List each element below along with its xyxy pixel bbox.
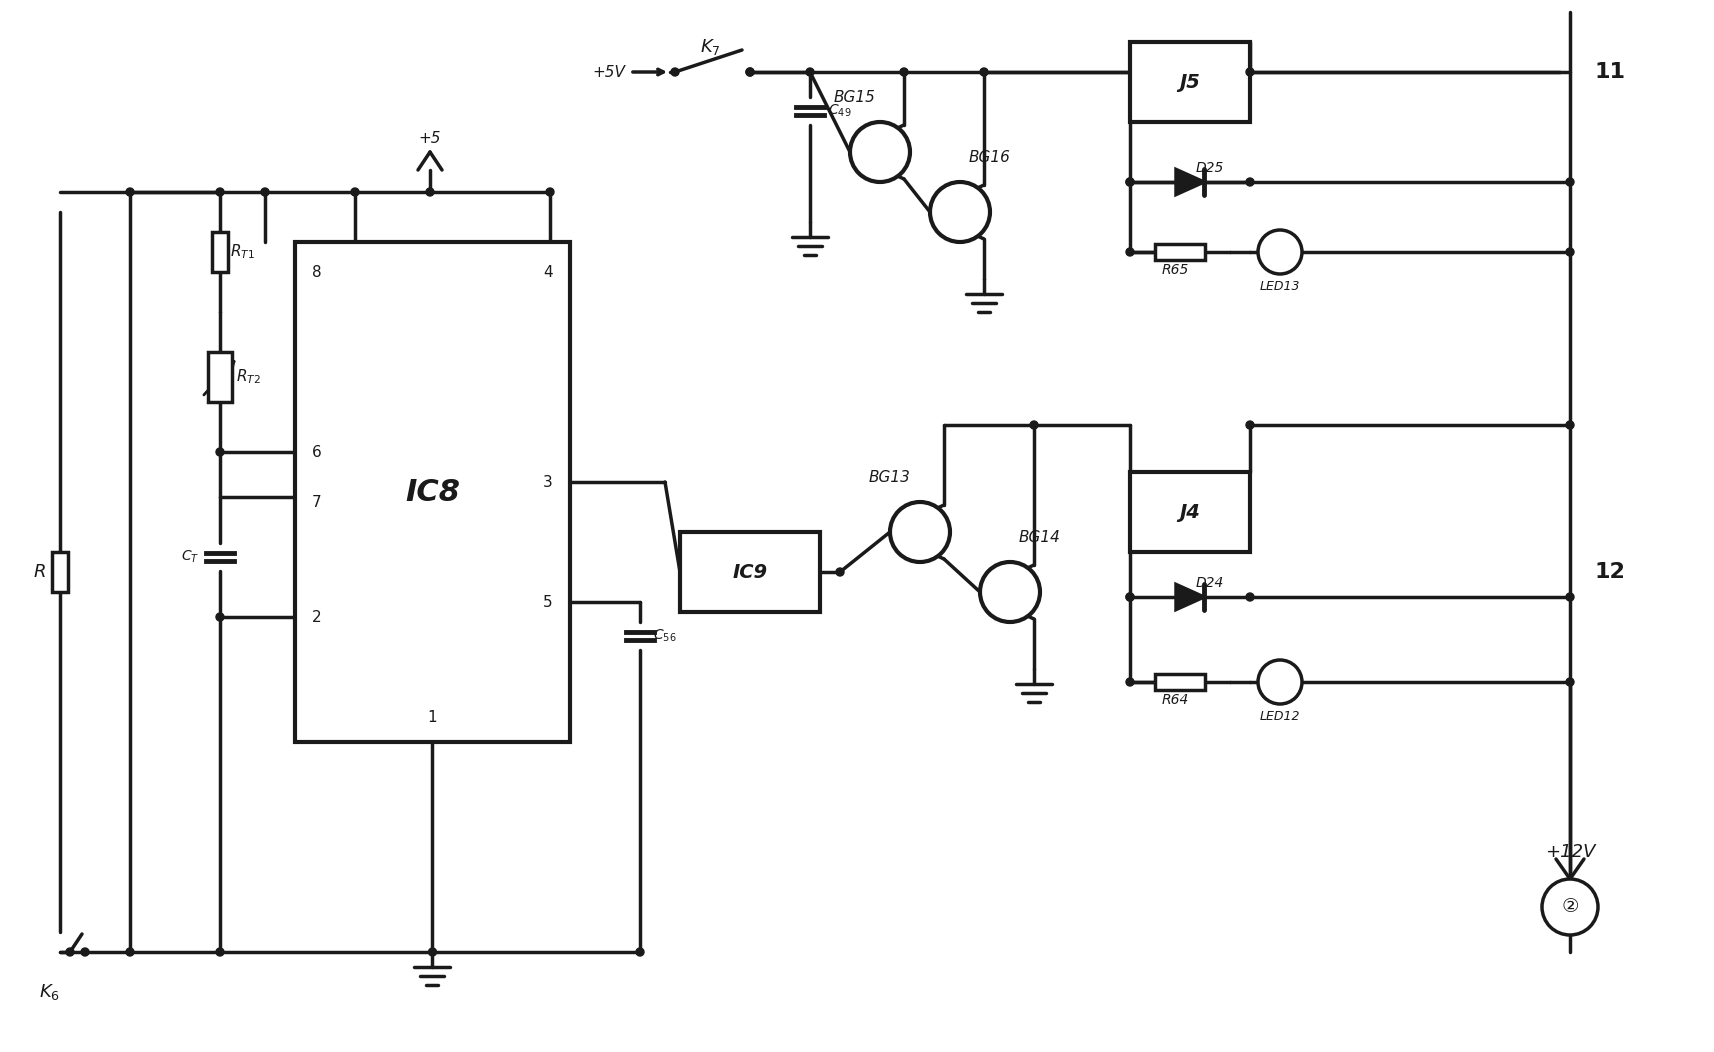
Circle shape: [428, 948, 437, 956]
Circle shape: [900, 68, 907, 76]
Text: 3: 3: [543, 474, 552, 489]
Text: 12: 12: [1594, 562, 1625, 582]
Circle shape: [125, 188, 134, 196]
Circle shape: [1126, 593, 1133, 601]
Circle shape: [81, 948, 89, 956]
Text: LED12: LED12: [1260, 709, 1299, 723]
Text: BG16: BG16: [968, 149, 1010, 164]
Circle shape: [1246, 178, 1253, 186]
Circle shape: [929, 182, 989, 242]
Circle shape: [216, 948, 225, 956]
Circle shape: [125, 948, 134, 956]
Circle shape: [835, 568, 843, 576]
Text: BG15: BG15: [833, 89, 876, 104]
Circle shape: [1246, 421, 1253, 429]
Text: 5: 5: [543, 594, 552, 609]
Polygon shape: [1176, 585, 1203, 609]
Text: R64: R64: [1160, 693, 1188, 707]
Circle shape: [216, 188, 225, 196]
Text: 8: 8: [312, 264, 322, 280]
Circle shape: [1565, 178, 1573, 186]
Circle shape: [1030, 421, 1037, 429]
Text: K$_6$: K$_6$: [39, 982, 60, 1002]
Text: C$_T$: C$_T$: [180, 549, 199, 565]
Text: R65: R65: [1160, 263, 1188, 277]
Circle shape: [746, 68, 754, 76]
Bar: [1130, 42, 1250, 122]
Text: +12V: +12V: [1544, 843, 1594, 861]
Circle shape: [216, 613, 225, 621]
Circle shape: [1565, 677, 1573, 686]
Bar: [1154, 674, 1205, 690]
Circle shape: [216, 448, 225, 456]
Circle shape: [1258, 660, 1301, 704]
Circle shape: [850, 122, 910, 182]
Polygon shape: [1176, 169, 1203, 195]
Circle shape: [1126, 593, 1133, 601]
Circle shape: [545, 188, 554, 196]
Circle shape: [670, 68, 679, 76]
Circle shape: [425, 188, 434, 196]
Text: +5: +5: [418, 130, 440, 145]
Text: IC8: IC8: [405, 478, 459, 506]
Circle shape: [261, 188, 269, 196]
Circle shape: [1126, 178, 1133, 186]
Circle shape: [1541, 879, 1597, 935]
Text: D24: D24: [1195, 576, 1224, 590]
Text: 2: 2: [312, 609, 322, 625]
Text: 6: 6: [312, 445, 322, 460]
Text: J4: J4: [1179, 503, 1200, 522]
Bar: [207, 352, 231, 402]
Text: BG14: BG14: [1018, 529, 1061, 545]
Circle shape: [1565, 593, 1573, 601]
Bar: [1154, 244, 1205, 260]
Circle shape: [746, 68, 754, 76]
Text: +5V: +5V: [591, 64, 624, 80]
Circle shape: [1126, 178, 1133, 186]
Bar: [1130, 472, 1250, 552]
Circle shape: [979, 68, 987, 76]
Circle shape: [1246, 593, 1253, 601]
Bar: [680, 532, 819, 612]
Circle shape: [1565, 248, 1573, 256]
Circle shape: [65, 948, 74, 956]
Text: ②: ②: [1560, 897, 1579, 916]
Circle shape: [1246, 68, 1253, 76]
Text: 11: 11: [1594, 62, 1625, 82]
Text: 4: 4: [543, 264, 552, 280]
Text: IC9: IC9: [732, 563, 768, 582]
Circle shape: [890, 502, 950, 562]
Text: K$_7$: K$_7$: [699, 37, 720, 57]
Bar: [213, 232, 228, 272]
Circle shape: [806, 68, 814, 76]
Circle shape: [636, 948, 644, 956]
Circle shape: [1126, 248, 1133, 256]
Circle shape: [1565, 421, 1573, 429]
Text: J5: J5: [1179, 73, 1200, 92]
Text: BG13: BG13: [869, 469, 910, 485]
Bar: [295, 242, 569, 742]
Text: C$_{49}$: C$_{49}$: [828, 103, 852, 119]
Text: LED13: LED13: [1260, 280, 1299, 292]
Text: R$_{T2}$: R$_{T2}$: [235, 367, 261, 386]
Circle shape: [1126, 677, 1133, 686]
Text: 7: 7: [312, 494, 322, 509]
Text: D25: D25: [1195, 161, 1224, 175]
Circle shape: [979, 562, 1039, 622]
Text: R$_{T1}$: R$_{T1}$: [230, 243, 254, 261]
Text: 1: 1: [427, 709, 437, 725]
Text: R: R: [34, 563, 46, 581]
Circle shape: [1258, 230, 1301, 274]
Circle shape: [351, 188, 358, 196]
Text: C$_{56}$: C$_{56}$: [653, 628, 677, 644]
Bar: [51, 552, 69, 592]
